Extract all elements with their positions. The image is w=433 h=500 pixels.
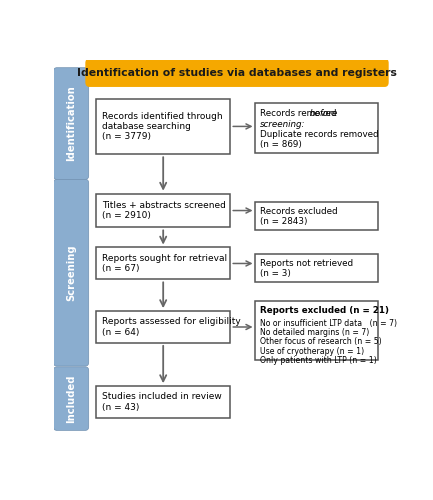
Text: Records removed: Records removed: [260, 110, 339, 118]
FancyBboxPatch shape: [96, 386, 230, 418]
Text: before: before: [310, 110, 338, 118]
Text: Included: Included: [66, 374, 76, 423]
Text: Reports sought for retrieval
(n = 67): Reports sought for retrieval (n = 67): [102, 254, 227, 273]
Text: Titles + abstracts screened
(n = 2910): Titles + abstracts screened (n = 2910): [102, 201, 226, 220]
FancyBboxPatch shape: [96, 248, 230, 280]
FancyBboxPatch shape: [255, 300, 378, 360]
FancyBboxPatch shape: [53, 180, 89, 366]
Text: Use of cryotherapy (n = 1): Use of cryotherapy (n = 1): [260, 346, 364, 356]
Text: Records excluded
(n = 2843): Records excluded (n = 2843): [260, 206, 338, 226]
Text: Only patients with LTP (n = 1): Only patients with LTP (n = 1): [260, 356, 377, 365]
Text: No detailed margins (n = 7): No detailed margins (n = 7): [260, 328, 369, 337]
Text: Studies included in review
(n = 43): Studies included in review (n = 43): [102, 392, 222, 412]
Text: Screening: Screening: [66, 244, 76, 301]
Text: No or insufficient LTP data   (n = 7): No or insufficient LTP data (n = 7): [260, 319, 397, 328]
Text: (n = 869): (n = 869): [260, 140, 302, 149]
Text: Identification: Identification: [66, 86, 76, 162]
FancyBboxPatch shape: [96, 311, 230, 343]
Text: Duplicate records removed: Duplicate records removed: [260, 130, 379, 139]
Text: Other focus of research (n = 5): Other focus of research (n = 5): [260, 338, 382, 346]
Text: screening:: screening:: [260, 120, 306, 128]
FancyBboxPatch shape: [255, 202, 378, 230]
FancyBboxPatch shape: [53, 68, 89, 180]
FancyBboxPatch shape: [96, 194, 230, 228]
FancyBboxPatch shape: [255, 254, 378, 282]
FancyBboxPatch shape: [53, 367, 89, 430]
FancyBboxPatch shape: [85, 58, 389, 87]
FancyBboxPatch shape: [96, 98, 230, 154]
Text: Reports not retrieved
(n = 3): Reports not retrieved (n = 3): [260, 258, 353, 278]
Text: Identification of studies via databases and registers: Identification of studies via databases …: [77, 68, 397, 78]
Text: Reports assessed for eligibility
(n = 64): Reports assessed for eligibility (n = 64…: [102, 318, 241, 336]
FancyBboxPatch shape: [255, 103, 378, 153]
Text: Reports excluded (n = 21): Reports excluded (n = 21): [260, 306, 389, 315]
Text: Records identified through
database searching
(n = 3779): Records identified through database sear…: [102, 112, 223, 142]
